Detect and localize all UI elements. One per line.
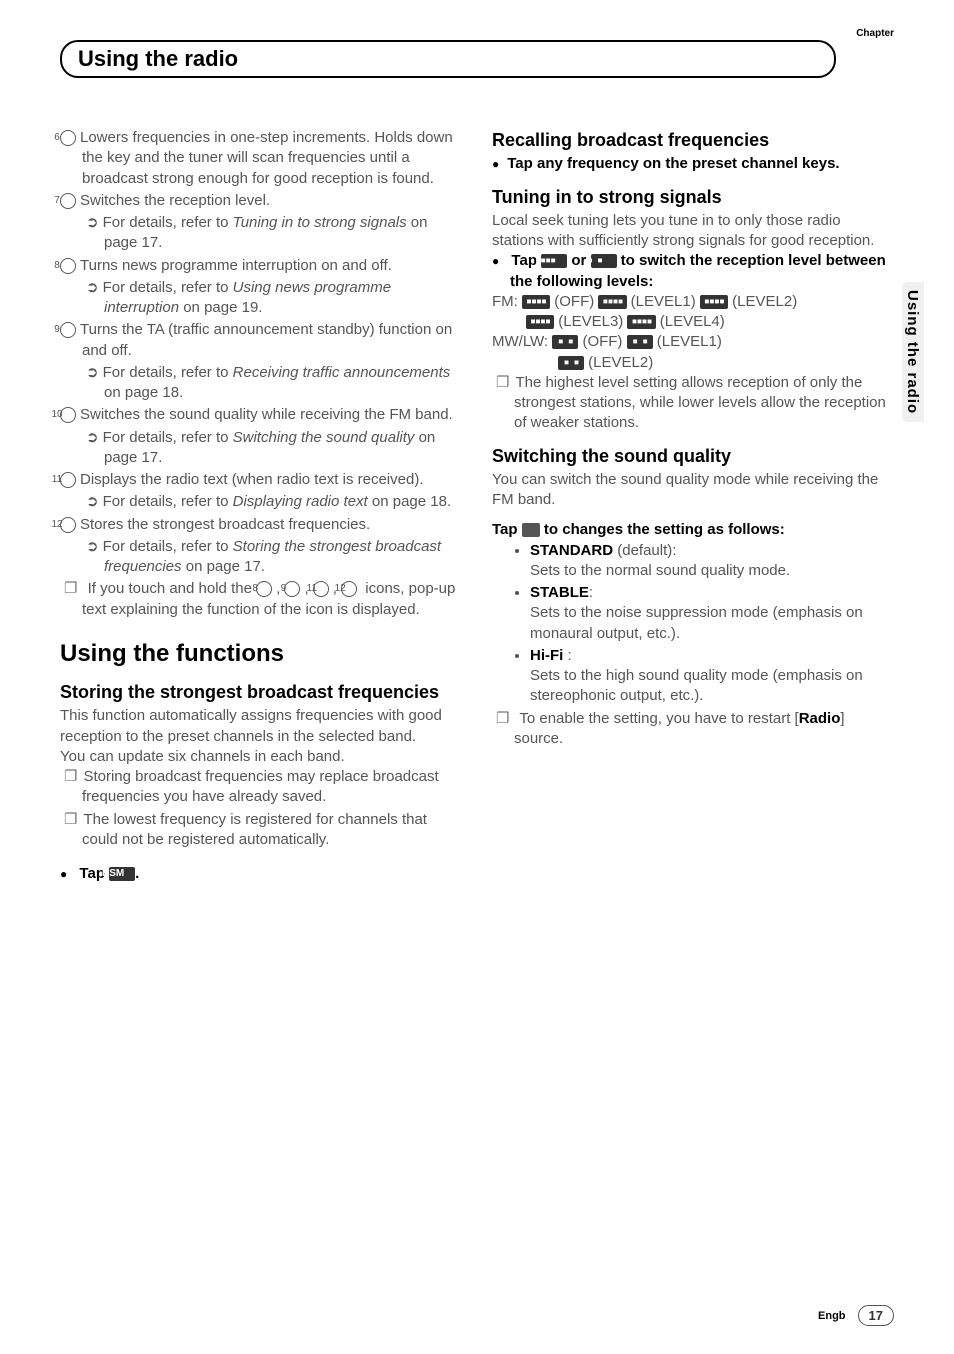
touch-hold-note: If you touch and hold the 8, 9, 11, 12 i… [60, 579, 462, 620]
mw-off-icon: ▪ ▪ [552, 335, 578, 349]
restart-note: To enable the setting, you have to resta… [492, 709, 894, 750]
right-column: Recalling broadcast frequencies Tap any … [492, 128, 894, 884]
fm-l3-icon: ▪▪▪▪ [526, 315, 554, 329]
fm-off-icon: ▪▪▪▪ [522, 295, 550, 309]
num-6: 6 [60, 130, 76, 146]
num-12: 12 [60, 517, 76, 533]
sound-quality-heading: Switching the sound quality [492, 444, 894, 468]
tuning-heading: Tuning in to strong signals [492, 185, 894, 209]
left-column: 6Lowers frequencies in one-step incremen… [60, 128, 462, 884]
side-tab: Using the radio [902, 282, 924, 422]
tap-sq: Tap to changes the setting as follows: [492, 520, 894, 540]
mw-levels-2: ▪ ▪ (LEVEL2) [492, 353, 894, 373]
mw-l2-icon: ▪ ▪ [558, 356, 584, 370]
sq-icon [522, 523, 540, 537]
item-8: 8Turns news programme interruption on an… [60, 256, 462, 276]
fm-l4-icon: ▪▪▪▪ [627, 315, 655, 329]
fm-levels: FM: ▪▪▪▪ (OFF) ▪▪▪▪ (LEVEL1) ▪▪▪▪ (LEVEL… [492, 292, 894, 312]
storing-p1: This function automatically assigns freq… [60, 706, 462, 747]
num-9: 9 [60, 322, 76, 338]
num-10: 10 [60, 407, 76, 423]
page: Chapter Using the radio Using the radio … [0, 0, 954, 1354]
signal-2-icon: ▪ ▪ [591, 254, 617, 268]
item-11-ref: For details, refer to Displaying radio t… [60, 492, 462, 512]
ref-11: 11 [313, 581, 329, 597]
storing-heading: Storing the strongest broadcast frequenc… [60, 680, 462, 704]
opt-hifi: Hi-Fi :Sets to the high sound quality mo… [530, 646, 894, 707]
tap-bsm: Tap BSM. [60, 864, 462, 884]
bsm-icon: BSM [109, 867, 135, 881]
page-number: 17 [858, 1305, 894, 1326]
fm-l2-icon: ▪▪▪▪ [700, 295, 728, 309]
recalling-step: Tap any frequency on the preset channel … [492, 154, 894, 174]
opt-stable: STABLE:Sets to the noise suppression mod… [530, 583, 894, 644]
item-7: 7Switches the reception level. [60, 191, 462, 211]
fm-levels-2: ▪▪▪▪ (LEVEL3) ▪▪▪▪ (LEVEL4) [492, 312, 894, 332]
storing-note2: The lowest frequency is registered for c… [60, 810, 462, 851]
item-7-ref: For details, refer to Tuning in to stron… [60, 213, 462, 254]
title-bar: Using the radio [60, 40, 836, 78]
item-8-ref: For details, refer to Using news program… [60, 278, 462, 319]
item-6: 6Lowers frequencies in one-step incremen… [60, 128, 462, 189]
item-11: 11Displays the radio text (when radio te… [60, 470, 462, 490]
item-12-ref: For details, refer to Storing the strong… [60, 537, 462, 578]
lang-code: Engb [818, 1310, 846, 1322]
level-note: The highest level setting allows recepti… [492, 373, 894, 434]
num-8: 8 [60, 258, 76, 274]
item-9-ref: For details, refer to Receiving traffic … [60, 363, 462, 404]
item-10-ref: For details, refer to Switching the soun… [60, 428, 462, 469]
using-functions-heading: Using the functions [60, 638, 462, 670]
sq-options: STANDARD (default):Sets to the normal so… [492, 541, 894, 707]
tuning-desc: Local seek tuning lets you tune in to on… [492, 211, 894, 252]
columns: 6Lowers frequencies in one-step incremen… [60, 128, 894, 884]
mw-levels: MW/LW: ▪ ▪ (OFF) ▪ ▪ (LEVEL1) [492, 332, 894, 352]
recalling-heading: Recalling broadcast frequencies [492, 128, 894, 152]
num-7: 7 [60, 193, 76, 209]
item-9: 9Turns the TA (traffic announcement stan… [60, 320, 462, 361]
ref-8: 8 [256, 581, 272, 597]
side-tab-text: Using the radio [904, 290, 921, 414]
num-11: 11 [60, 472, 76, 488]
footer: Engb 17 [818, 1305, 894, 1326]
ref-9: 9 [284, 581, 300, 597]
item-12: 12Stores the strongest broadcast frequen… [60, 515, 462, 535]
fm-l1-icon: ▪▪▪▪ [598, 295, 626, 309]
signal-4-icon: ▪▪▪▪ [541, 254, 567, 268]
sound-quality-desc: You can switch the sound quality mode wh… [492, 470, 894, 511]
ref-12: 12 [341, 581, 357, 597]
storing-note1: Storing broadcast frequencies may replac… [60, 767, 462, 808]
page-title: Using the radio [78, 46, 818, 72]
opt-standard: STANDARD (default):Sets to the normal so… [530, 541, 894, 582]
mw-l1-icon: ▪ ▪ [627, 335, 653, 349]
item-10: 10Switches the sound quality while recei… [60, 405, 462, 425]
chapter-label: Chapter [856, 28, 894, 39]
storing-p2: You can update six channels in each band… [60, 747, 462, 767]
tap-level: Tap ▪▪▪▪ or ▪ ▪ to switch the reception … [492, 251, 894, 292]
